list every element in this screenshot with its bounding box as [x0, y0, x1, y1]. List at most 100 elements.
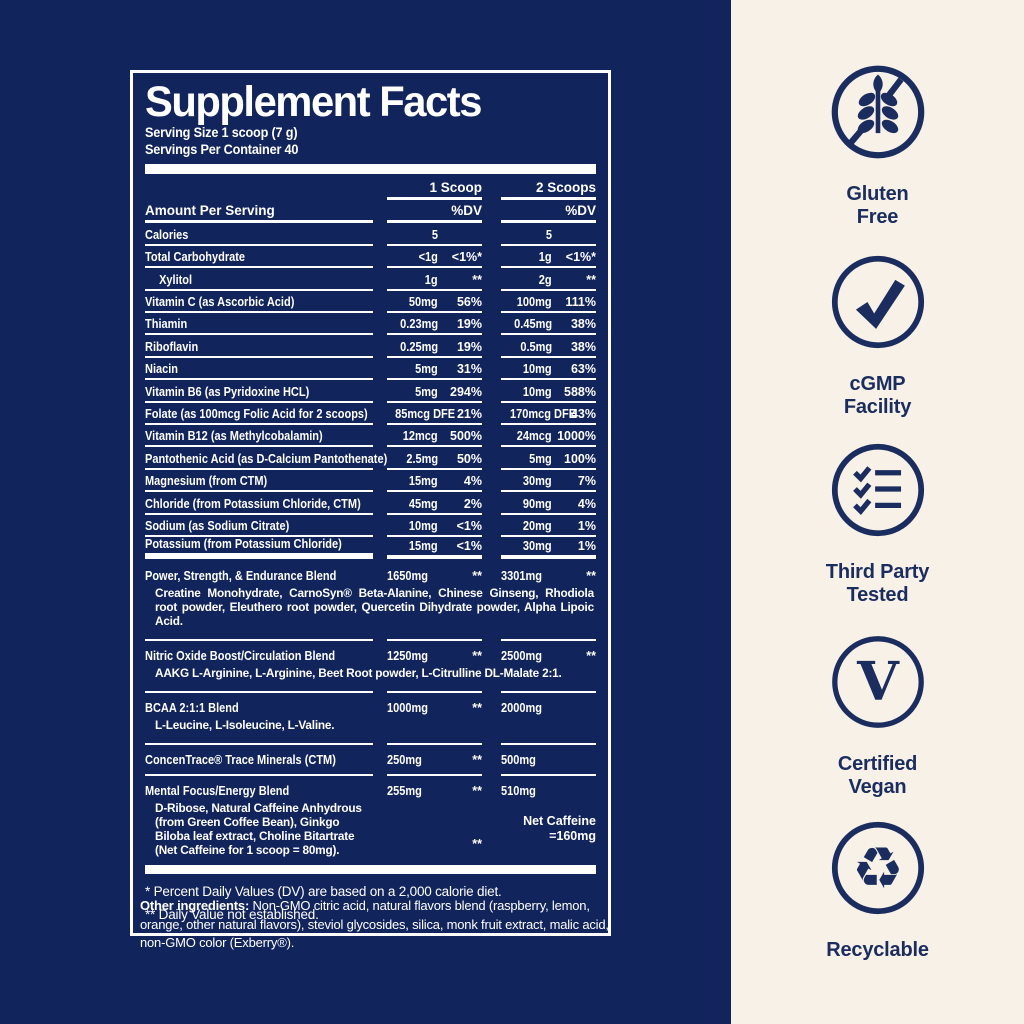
amount-per-serving-row: Amount Per Serving %DV %DV — [145, 201, 596, 224]
supplement-facts-title: Supplement Facts — [145, 78, 482, 126]
badge-certified-vegan: V Certified Vegan — [731, 634, 1024, 799]
amount-2-scoops: 1g — [539, 250, 552, 265]
recycle-icon: ♻ — [830, 820, 926, 916]
dv-header-2-scoops: %DV — [501, 203, 596, 224]
blend-dv-1-scoop: ** — [472, 784, 482, 799]
dv-2-scoops: <1%* — [565, 250, 596, 265]
badge-label-gluten-free: Gluten Free — [846, 183, 909, 228]
amount-2-scoops: 5 — [545, 227, 552, 242]
blend-name: Nitric Oxide Boost/Circulation Blend — [145, 649, 336, 664]
blend-name: Mental Focus/Energy Blend — [145, 784, 290, 799]
blend-dv-1-scoop: ** — [472, 649, 482, 664]
dv-2-scoops: 1% — [577, 539, 596, 554]
amount-2-scoops: 100mg — [517, 295, 552, 309]
nutrient-row: Folate (as 100mcg Folic Acid for 2 scoop… — [145, 403, 596, 425]
supplement-facts-panel: Supplement Facts Serving Size 1 scoop (7… — [130, 70, 611, 937]
dv-2-scoops: 38% — [570, 317, 596, 332]
amount-1-scoop: 2.5mg — [406, 451, 438, 466]
blend-separator — [145, 634, 596, 642]
nutrient-name: Calories — [145, 227, 189, 242]
blend-name: BCAA 2:1:1 Blend — [145, 701, 239, 716]
blend-ingredients: D-Ribose, Natural Caffeine Anhydrous (fr… — [155, 801, 362, 858]
dv-1-scoop: 294% — [450, 384, 482, 399]
nutrient-name: Chloride (from Potassium Chloride, CTM) — [145, 496, 361, 511]
dv-2-scoops: ** — [586, 272, 596, 287]
nutrient-name: Vitamin B6 (as Pyridoxine HCL) — [145, 384, 310, 399]
blend-ingredients: Creatine Monohydrate, CarnoSyn® Beta-Ala… — [155, 586, 594, 629]
amount-2-scoops: 10mg — [523, 362, 552, 377]
amount-2-scoops: 24mcg — [517, 429, 552, 444]
nutrient-row: Calories 5 5 — [145, 223, 596, 246]
blend-ingredients-row: D-Ribose, Natural Caffeine Anhydrous (fr… — [145, 798, 596, 861]
amount-2-scoops: 30mg — [523, 539, 552, 554]
blend-amount-1-scoop: 1250mg — [387, 649, 428, 664]
amount-1-scoop: 15mg — [409, 539, 438, 554]
amount-1-scoop: 5mg — [415, 384, 438, 399]
dv-1-scoop: 2% — [463, 496, 482, 511]
checklist-icon — [830, 442, 926, 538]
blend-separator — [145, 686, 596, 694]
gluten-free-icon — [830, 64, 926, 160]
amount-2-scoops: 10mg — [523, 384, 552, 399]
amount-2-scoops: 30mg — [523, 474, 552, 489]
nutrient-row: Chloride (from Potassium Chloride, CTM) 4… — [145, 492, 596, 515]
amount-1-scoop: 45mg — [409, 496, 438, 511]
blend-dv-1-scoop: ** — [472, 753, 482, 768]
dv-2-scoops: 100% — [564, 451, 596, 466]
blend-dv-2-scoops: ** — [586, 569, 596, 584]
nutrient-row: Thiamin 0.23mg 19% 0.45mg 38% — [145, 313, 596, 336]
dv-2-scoops: 43% — [570, 406, 596, 421]
dv-1-scoop: 50% — [456, 451, 482, 466]
nutrient-row: Vitamin C (as Ascorbic Acid) 50mg 56% 100mg… — [145, 291, 596, 313]
blend-dv-2-scoops: ** — [586, 649, 596, 664]
dv-2-scoops: 588% — [564, 384, 596, 399]
dv-1-scoop: 4% — [463, 474, 482, 489]
blend-separator — [145, 738, 596, 746]
blend-ingredients: L-Leucine, L-Isoleucine, L-Valine. — [155, 718, 335, 733]
nutrient-row: Vitamin B12 (as Methylcobalamin) 12mcg 500… — [145, 425, 596, 448]
blend-amount-1-scoop: 250mg — [387, 753, 422, 768]
dv-2-scoops: 4% — [577, 496, 596, 511]
serving-size-text: Serving Size 1 scoop (7 g) — [145, 125, 298, 141]
dv-1-scoop: 19% — [456, 317, 482, 332]
nutrient-name: Sodium (as Sodium Citrate) — [145, 518, 290, 533]
dv-1-scoop: 56% — [456, 295, 482, 309]
blend-block: Mental Focus/Energy Blend 255mg ** 510mg D-R… — [145, 769, 596, 861]
nutrient-name: Vitamin B12 (as Methylcobalamin) — [145, 429, 323, 444]
nutrient-name: Total Carbohydrate — [145, 250, 246, 265]
dv-1-scoop: 21% — [456, 406, 482, 421]
other-ingredients-block: Other ingredients: Non-GMO citric acid, … — [140, 897, 612, 953]
nutrient-row: Potassium (from Potassium Chloride) 15mg <… — [145, 537, 596, 560]
badge-label-recyclable: Recyclable — [826, 939, 929, 961]
blend-name: ConcenTrace® Trace Minerals (CTM) — [145, 753, 336, 768]
blend-amount-2-scoops: 500mg — [501, 753, 536, 768]
nutrient-row: Riboflavin 0.25mg 19% 0.5mg 38% — [145, 335, 596, 358]
amount-1-scoop: 5mg — [415, 362, 438, 377]
nutrient-name: Folate (as 100mcg Folic Acid for 2 scoop… — [145, 406, 368, 421]
nutrient-name: Vitamin C (as Ascorbic Acid) — [145, 295, 295, 309]
dv-1-scoop: <1%* — [451, 250, 482, 265]
amount-2-scoops: 0.45mg — [514, 317, 552, 332]
amount-1-scoop: 10mg — [409, 518, 438, 533]
nutrient-name: Magnesium (from CTM) — [145, 474, 268, 489]
checkmark-icon — [830, 254, 926, 350]
thick-divider-top — [145, 164, 596, 175]
net-caffeine-line1: Net Caffeine — [523, 814, 596, 829]
amount-2-scoops: 170mcg DFE — [510, 406, 577, 421]
blend-amount-1-scoop: 255mg — [387, 784, 422, 799]
badge-label-cgmp: cGMP Facility — [843, 373, 912, 418]
blend-block: ConcenTrace® Trace Minerals (CTM) 250mg **… — [145, 738, 596, 767]
servings-per-container-text: Servings Per Container 40 — [145, 141, 299, 157]
nutrient-name: Xylitol — [159, 272, 193, 287]
certification-sidebar: Gluten Free cGMP Facility Thir — [731, 0, 1024, 1024]
nutrient-row: Magnesium (from CTM) 15mg 4% 30mg 7% — [145, 470, 596, 493]
badge-gluten-free: Gluten Free — [731, 64, 1024, 229]
badge-third-party-tested: Third Party Tested — [731, 442, 1024, 607]
blend-amount-2-scoops: 2000mg — [501, 701, 542, 716]
svg-text:V: V — [856, 650, 900, 713]
blend-block: BCAA 2:1:1 Blend 1000mg ** 2000mg L-Leucine,… — [145, 686, 596, 736]
amount-2-scoops: 0.5mg — [520, 339, 552, 354]
badge-label-vegan: Certified Vegan — [837, 753, 918, 798]
dv-1-scoop: <1% — [456, 539, 482, 554]
blend-amount-1-scoop: 1650mg — [387, 569, 428, 584]
